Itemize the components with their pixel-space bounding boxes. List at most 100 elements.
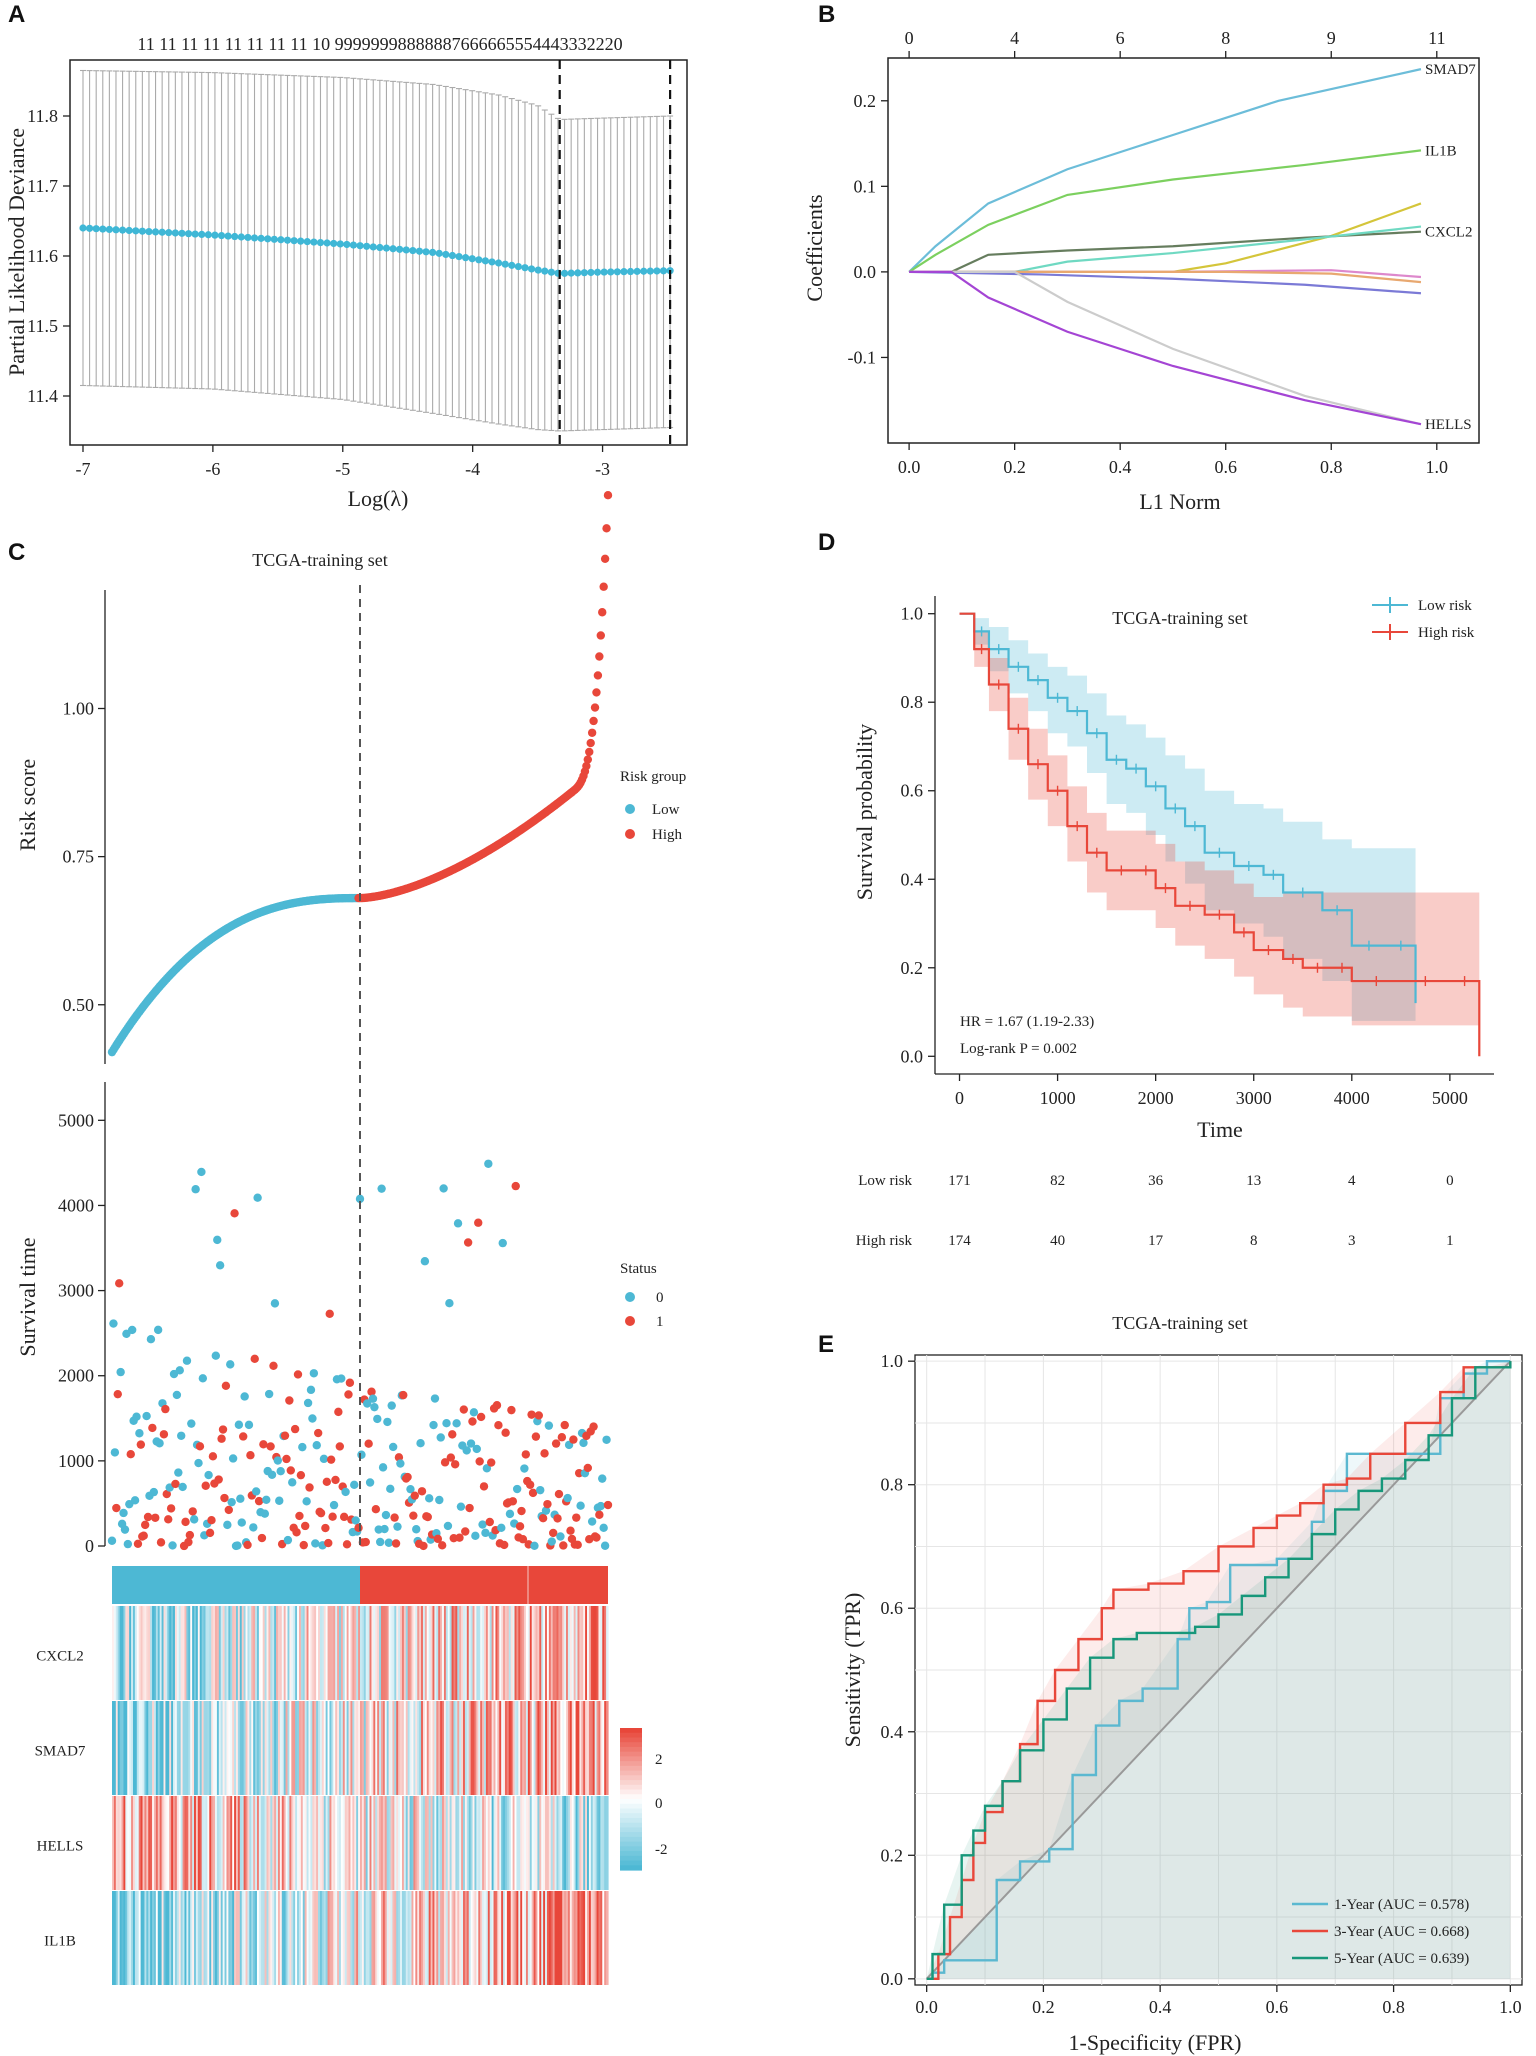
heatmap-cell <box>363 1796 367 1890</box>
hr-annotation: HR = 1.67 (1.19-2.33) <box>960 1014 1094 1030</box>
heatmap-cell <box>119 1701 123 1795</box>
heatmap-cell <box>602 1796 605 1890</box>
heatmap-cell <box>125 1606 128 1700</box>
heatmap-cell <box>504 1606 508 1700</box>
survival-time-point <box>365 1478 375 1487</box>
heatmap-cell <box>380 1606 384 1700</box>
heatmap-cell <box>258 1891 262 1985</box>
cv-point <box>653 267 661 275</box>
heatmap-cell <box>319 1796 323 1890</box>
heatmap-cell <box>463 1796 466 1890</box>
coef-line-yel <box>909 202 1422 273</box>
heatmap-cell <box>239 1891 243 1985</box>
heatmap-cell <box>606 1606 609 1700</box>
heatmap-cell <box>539 1606 542 1700</box>
x-tick-label: 0.2 <box>1003 457 1026 477</box>
risk-score-point <box>593 671 603 680</box>
cv-point <box>336 240 344 248</box>
heatmap-cell <box>112 1606 115 1700</box>
heatmap-cell <box>428 1796 432 1890</box>
heatmap-cell <box>529 1891 533 1985</box>
heatmap-cell <box>384 1701 388 1795</box>
heatmap-cell <box>205 1891 208 1985</box>
cv-point <box>145 227 153 236</box>
heatmap-cell <box>537 1606 540 1700</box>
heatmap-cell <box>148 1796 151 1890</box>
heatmap-scale-step <box>620 1737 642 1743</box>
cv-point <box>92 225 100 233</box>
survival-time-point <box>107 1536 117 1545</box>
survival-time-point <box>445 1299 454 1308</box>
heatmap-cell <box>295 1796 298 1890</box>
heatmap-cell <box>199 1701 203 1795</box>
heatmap-cell <box>401 1606 405 1700</box>
survival-time-point <box>264 1389 274 1399</box>
heatmap-cell <box>358 1891 361 1985</box>
survival-time-point <box>406 1484 415 1494</box>
heatmap-cell <box>461 1701 464 1795</box>
x-tick-label: -4 <box>465 459 480 479</box>
heatmap-scale-step <box>620 1836 642 1843</box>
heatmap-cell <box>493 1796 497 1890</box>
survival-time-point <box>221 1381 231 1391</box>
x-tick-label: 0.4 <box>1149 1997 1172 2017</box>
heatmap-cell <box>335 1606 338 1700</box>
survival-time-point <box>574 1468 584 1478</box>
cv-point <box>593 268 602 276</box>
survival-time-point <box>337 1374 346 1383</box>
heatmap-cell <box>270 1796 273 1890</box>
risk-table-value: 4 <box>1348 1173 1356 1189</box>
x-tick-label: -3 <box>595 459 610 479</box>
survival-time-point <box>430 1394 440 1403</box>
heatmap-cell <box>335 1701 338 1795</box>
heatmap-cell <box>455 1606 458 1700</box>
heatmap-cell <box>367 1891 371 1985</box>
heatmap-cell <box>241 1701 245 1795</box>
heatmap-cell <box>331 1606 334 1700</box>
heatmap-cell <box>472 1606 476 1700</box>
heatmap-cell <box>474 1796 477 1890</box>
heatmap-cell <box>546 1796 550 1890</box>
roc-curve-3 <box>926 1361 1512 1981</box>
heatmap-cell <box>218 1606 222 1700</box>
cv-point <box>422 248 430 256</box>
heatmap-cell <box>415 1796 418 1890</box>
cv-point <box>574 269 582 277</box>
heatmap-cell <box>115 1606 119 1700</box>
heatmap-cell <box>249 1606 252 1700</box>
cv-point <box>514 262 522 271</box>
heatmap-cell <box>545 1606 548 1700</box>
heatmap-cell <box>258 1796 262 1890</box>
heatmap-cell <box>419 1891 422 1985</box>
heatmap-cell <box>339 1796 342 1890</box>
risk-y-tick-label: 0.75 <box>63 847 95 867</box>
heatmap-cell <box>512 1701 516 1795</box>
heatmap-cell <box>201 1796 205 1890</box>
heatmap-cell <box>125 1796 128 1890</box>
heatmap-cell <box>274 1796 277 1890</box>
survival-time-point <box>589 1422 598 1431</box>
heatmap-cell <box>474 1606 477 1700</box>
heatmap-cell <box>194 1891 197 1985</box>
heatmap-cell <box>579 1796 582 1890</box>
heatmap-cell <box>302 1796 306 1890</box>
survival-time-point <box>403 1472 412 1482</box>
heatmap-scale-step <box>620 1761 642 1767</box>
survival-time-point <box>166 1504 176 1513</box>
cv-point <box>79 224 87 232</box>
top-tick-label: 11 <box>1428 28 1445 48</box>
heatmap-cell <box>598 1606 601 1700</box>
survival-time-point <box>113 1389 122 1399</box>
heatmap-cell <box>581 1796 584 1890</box>
heatmap-cell <box>237 1891 241 1985</box>
survival-time-point <box>520 1464 529 1473</box>
heatmap-cell <box>459 1701 462 1795</box>
heatmap-cell <box>516 1796 519 1890</box>
heatmap-cell <box>600 1891 603 1985</box>
survival-time-point <box>177 1431 186 1440</box>
panel-a-top-counts: 11 11 11 11 11 11 11 11 10 9999999888888… <box>137 34 622 54</box>
heatmap-cell <box>201 1606 205 1700</box>
heatmap-cell <box>216 1606 220 1700</box>
heatmap-cell <box>215 1701 218 1795</box>
heatmap-cell <box>432 1891 435 1985</box>
